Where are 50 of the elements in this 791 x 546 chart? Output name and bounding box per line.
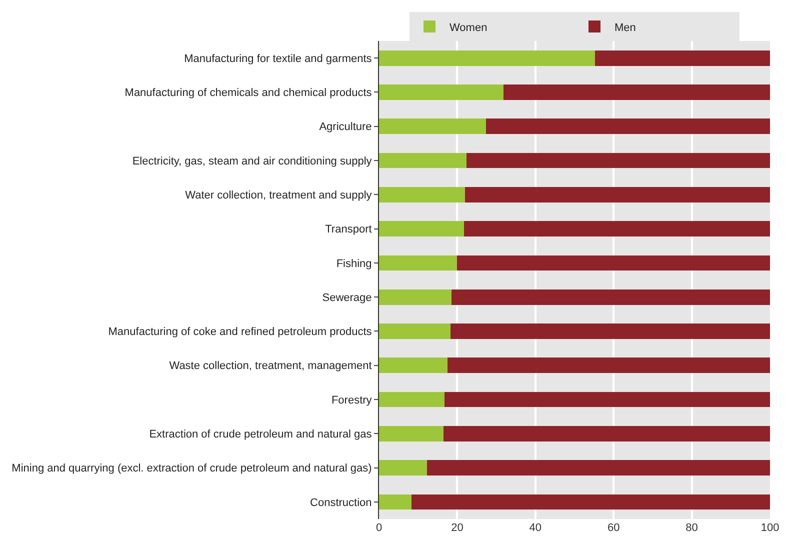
bar [457,255,770,271]
bar [379,358,448,374]
y-tick-label: Electricity, gas, steam and air conditioning supply [132,155,372,168]
legend-label: Men [614,22,636,34]
bar [379,186,466,202]
bar [379,50,595,66]
bar [379,426,444,442]
y-tick-label: Transport [325,224,372,236]
bar [379,289,452,305]
bar [379,494,412,510]
y-tick-label: Sewerage [322,292,372,304]
legend-label: Women [450,22,488,34]
y-tick-label: Extraction of crude petroleum and natural gas [149,428,372,440]
y-tick-label: Manufacturing for textile and garments [184,52,372,65]
x-tick-label: 80 [686,522,698,534]
y-tick-label: Manufacturing of chemicals and chemical products [124,87,372,100]
y-tick-label: Waste collection, treatment, management [169,360,372,372]
bar [464,221,770,236]
y-tick-label: Manufacturing of coke and refined petroleum products [108,326,372,338]
bar [427,460,770,476]
bar [444,392,770,408]
bar [379,392,445,408]
bar [466,152,770,168]
y-tick-label: Fishing [336,258,372,270]
bar [465,186,770,202]
bar [379,152,467,168]
bar [450,324,770,339]
bar [451,289,770,305]
bar [411,494,770,510]
bar [379,221,464,236]
x-tick-label: 0 [376,522,382,534]
bar [503,84,770,100]
bar [379,460,428,476]
bar [444,426,770,442]
y-tick-label: Mining and quarrying (excl. extraction of crude petroleum and natural gas) [12,462,372,475]
x-tick-label: 20 [451,522,464,534]
y-tick-label: Construction [310,496,372,509]
x-tick-label: 100 [760,522,780,534]
y-tick-label: Forestry [331,394,372,406]
bar [379,84,504,100]
bar [379,324,451,339]
x-tick-label: 40 [529,522,542,534]
bar [379,118,486,134]
bar [486,118,770,134]
x-tick-label: 60 [607,522,620,534]
y-tick-label: Water collection, treatment and supply [185,189,372,202]
y-tick-label: Agriculture [319,121,372,134]
bar [379,255,458,271]
bar [594,50,770,66]
bar [447,358,770,374]
